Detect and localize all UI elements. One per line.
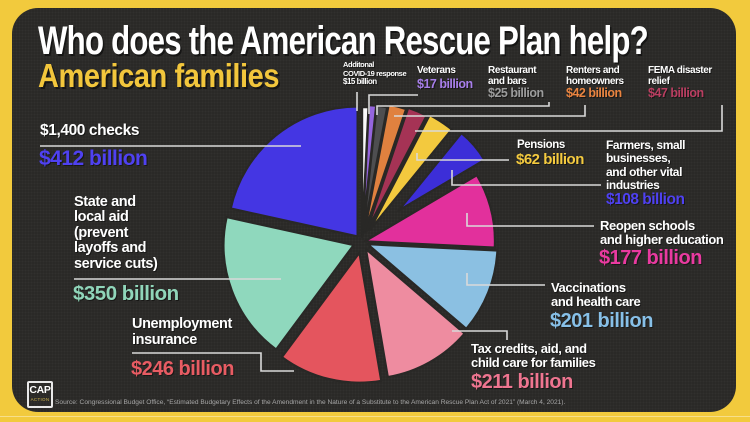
- callout-label-farmers_small_businesses: Farmers, small businesses, and other vit…: [606, 138, 686, 192]
- callout-label-vaccinations_health_care: Vaccinations and health care: [551, 280, 641, 309]
- leader-line-restaurants_bars: [376, 102, 550, 115]
- leader-line-fema_disaster_relief: [415, 105, 723, 132]
- cap-action-logo-bottom: ACTION: [30, 397, 50, 402]
- callout-value-renters_homeowners: $42 billion: [566, 86, 622, 100]
- callout-value-state_local_aid: $350 billion: [73, 282, 179, 305]
- pie-slice-stimulus_checks: [229, 105, 359, 238]
- pie-slice-state_local_aid: [222, 216, 355, 351]
- pie-slice-vaccinations_health_care: [366, 243, 499, 330]
- source-citation: Source: Congressional Budget Office, “Es…: [55, 399, 566, 406]
- callout-value-covid_response: $15 billion: [343, 77, 377, 86]
- callout-label-state_local_aid: State and local aid (prevent layoffs and…: [74, 194, 158, 272]
- callout-label-covid_response: Additonal COVID-19 response: [343, 60, 407, 78]
- callout-value-pensions: $62 billion: [516, 151, 584, 168]
- leader-lines: [40, 92, 723, 372]
- pie-slices: [222, 103, 499, 384]
- callout-label-stimulus_checks: $1,400 checks: [40, 122, 140, 139]
- callout-label-tax_credits_child_care: Tax credits, aid, and child care for fam…: [471, 341, 596, 370]
- pie-slice-unemployment_insurance: [280, 251, 383, 384]
- callout-value-fema_disaster_relief: $47 billion: [648, 86, 704, 100]
- leader-line-farmers_small_businesses: [451, 170, 601, 186]
- leader-line-tax_credits_child_care: [452, 330, 508, 340]
- callout-label-unemployment_insurance: Unemployment insurance: [132, 316, 232, 348]
- leader-line-vaccinations_health_care: [466, 273, 545, 286]
- callout-value-vaccinations_health_care: $201 billion: [550, 310, 653, 332]
- callout-label-reopen_schools: Reopen schools and higher education: [600, 218, 724, 247]
- leader-line-reopen_schools: [466, 213, 594, 227]
- leader-line-veterans: [368, 94, 418, 114]
- callout-label-veterans: Veterans: [417, 65, 456, 76]
- callout-value-reopen_schools: $177 billion: [599, 247, 702, 269]
- cap-action-logo: CAP ACTION: [27, 381, 53, 408]
- callout-value-stimulus_checks: $412 billion: [39, 147, 148, 170]
- callout-label-fema_disaster_relief: FEMA disaster relief: [648, 65, 712, 87]
- callout-value-unemployment_insurance: $246 billion: [131, 358, 234, 380]
- cap-action-logo-top: CAP: [29, 384, 51, 396]
- callout-value-tax_credits_child_care: $211 billion: [471, 371, 573, 393]
- callout-label-pensions: Pensions: [517, 139, 565, 151]
- leader-line-renters_homeowners: [394, 105, 586, 117]
- page-title: Who does the American Rescue Plan help?: [38, 19, 649, 63]
- leader-line-pensions: [416, 153, 509, 161]
- pie-slice-tax_credits_child_care: [364, 247, 466, 379]
- pie-slice-pensions: [368, 113, 453, 232]
- callout-label-renters_homeowners: Renters and homeowners: [566, 65, 624, 87]
- callout-label-restaurants_bars: Restaurant and bars: [488, 65, 537, 87]
- callout-value-restaurants_bars: $25 billion: [488, 86, 544, 100]
- callout-value-farmers_small_businesses: $108 billion: [606, 191, 685, 208]
- leader-line-unemployment_insurance: [132, 352, 294, 372]
- pie-slice-reopen_schools: [363, 174, 497, 249]
- callout-value-veterans: $17 billion: [417, 77, 473, 91]
- page-subtitle: American families: [38, 57, 280, 94]
